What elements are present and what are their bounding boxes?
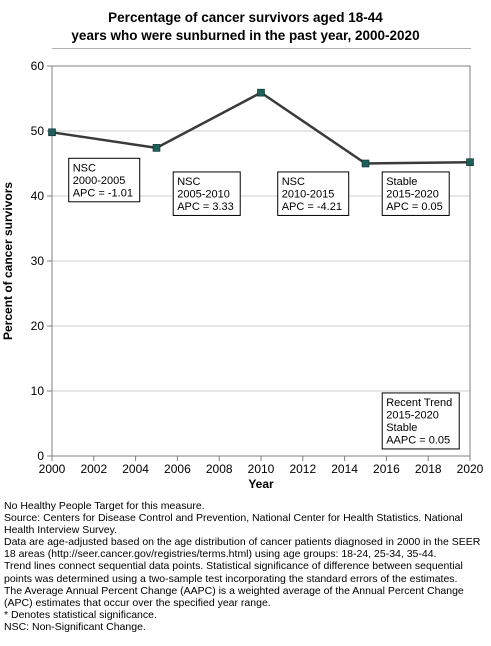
x-tick-label: 2002 bbox=[80, 462, 107, 476]
data-point bbox=[361, 159, 370, 168]
annotation-frame bbox=[381, 392, 460, 450]
annotation-text: NSC bbox=[177, 176, 200, 188]
annotation-frame bbox=[172, 171, 241, 216]
y-tick-label: 40 bbox=[31, 189, 45, 203]
data-point bbox=[152, 144, 161, 152]
data-point bbox=[48, 128, 56, 137]
data-point bbox=[257, 88, 265, 97]
footnotes: No Healthy People Target for this measur… bbox=[4, 500, 484, 633]
footnote-age-adjustment: Data are age-adjusted based on the age d… bbox=[4, 536, 481, 561]
x-axis-label: Year bbox=[248, 477, 274, 491]
annotation-text: APC = -4.21 bbox=[282, 201, 342, 213]
footnote-source: Source: Centers for Disease Control and … bbox=[4, 512, 463, 537]
footnote-trend-lines: Trend lines connect sequential data poin… bbox=[4, 560, 463, 585]
data-point bbox=[466, 158, 474, 166]
chart-title-line-2: years who were sunburned in the past yea… bbox=[71, 28, 420, 43]
y-axis-label: Percent of cancer survivors bbox=[1, 182, 15, 340]
x-axis: 2000 2002 2004 2006 2008 2010 2012 2014 2016 2018… bbox=[39, 456, 484, 476]
annotation-frame bbox=[277, 171, 350, 216]
annotation-text: APC = 3.33 bbox=[177, 201, 234, 213]
x-tick-label: 2014 bbox=[331, 462, 358, 476]
series-group bbox=[48, 88, 474, 168]
y-tick-label: 10 bbox=[31, 384, 45, 398]
chart-title-line-1: Percentage of cancer survivors aged 18-4… bbox=[108, 10, 383, 25]
y-tick-label: 20 bbox=[31, 319, 45, 333]
x-tick-label: 2000 bbox=[39, 462, 66, 476]
annotation-text: 2005-2010 bbox=[177, 188, 230, 200]
x-tick-label: 2010 bbox=[248, 462, 275, 476]
gridlines bbox=[52, 130, 470, 392]
y-axis: 0 10 20 30 40 50 60 bbox=[31, 59, 52, 463]
annotation-text: AAPC = 0.05 bbox=[386, 434, 450, 446]
annotation-frame bbox=[381, 171, 450, 216]
y-tick-label: 60 bbox=[31, 59, 45, 73]
x-tick-label: 2018 bbox=[415, 462, 442, 476]
chart-title: Percentage of cancer survivors aged 18-4… bbox=[0, 9, 491, 45]
annotation-frame bbox=[68, 157, 141, 203]
y-tick-label: 0 bbox=[37, 449, 44, 463]
annotation-text: 2015-2020 bbox=[386, 188, 439, 200]
annotation-text: Recent Trend bbox=[386, 397, 452, 409]
footnote-nsc: NSC: Non-Significant Change. bbox=[4, 620, 146, 633]
annotation-text: Stable bbox=[386, 176, 417, 188]
annotation-text: NSC bbox=[282, 176, 305, 188]
x-tick-label: 2016 bbox=[373, 462, 400, 476]
annotation-text: Stable bbox=[386, 422, 417, 434]
series-line bbox=[51, 91, 471, 165]
annotation-text: NSC bbox=[73, 162, 96, 174]
title-divider bbox=[52, 48, 471, 49]
x-tick-label: 2020 bbox=[457, 462, 484, 476]
annotation-text: APC = -1.01 bbox=[73, 187, 133, 199]
annotation-text: 2000-2005 bbox=[73, 175, 126, 187]
footnote-significance: * Denotes statistical significance. bbox=[4, 608, 157, 621]
y-tick-label: 30 bbox=[31, 254, 45, 268]
x-tick-label: 2012 bbox=[289, 462, 316, 476]
annotation-text: APC = 0.05 bbox=[386, 201, 443, 213]
x-tick-label: 2008 bbox=[206, 462, 233, 476]
annotation-text: 2010-2015 bbox=[282, 188, 335, 200]
footnote-aapc: The Average Annual Percent Change (AAPC)… bbox=[4, 584, 464, 609]
x-tick-label: 2004 bbox=[122, 462, 149, 476]
y-tick-label: 50 bbox=[31, 124, 45, 138]
footnote-target: No Healthy People Target for this measur… bbox=[4, 500, 205, 512]
x-tick-label: 2006 bbox=[164, 462, 191, 476]
annotation-text: 2015-2020 bbox=[386, 409, 439, 421]
